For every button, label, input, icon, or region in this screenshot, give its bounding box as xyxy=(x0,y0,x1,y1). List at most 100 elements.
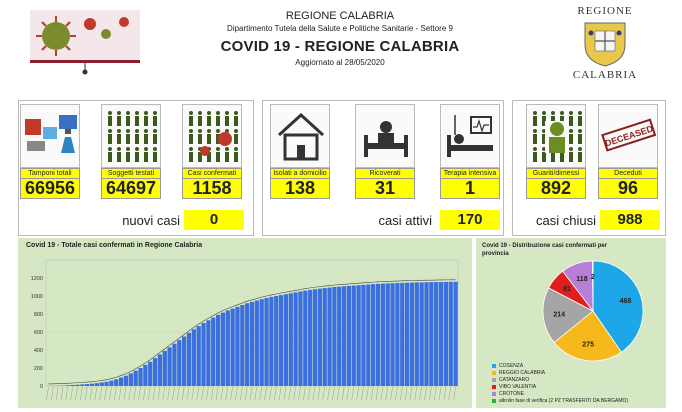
pie-slice-label: 81 xyxy=(563,286,571,293)
y-tick-label: 800 xyxy=(34,312,43,318)
x-tick xyxy=(80,386,83,401)
x-tick xyxy=(351,386,354,401)
bar xyxy=(356,285,361,386)
bar xyxy=(312,289,318,386)
x-tick xyxy=(404,386,408,401)
x-tick xyxy=(385,386,388,401)
card-label: Deceduti xyxy=(598,168,658,179)
x-tick xyxy=(443,386,447,401)
legend-entry: CROTONE xyxy=(492,391,628,398)
bar xyxy=(453,281,458,386)
bar xyxy=(182,336,187,386)
x-tick xyxy=(429,386,432,401)
legend-entry: VIBO VALENTIA xyxy=(492,384,628,391)
active-cases-value: 170 xyxy=(440,210,500,230)
x-tick xyxy=(307,386,311,401)
house-icon xyxy=(277,112,325,161)
bar xyxy=(89,383,95,386)
crest-top-text: REGIONE xyxy=(577,5,633,17)
x-tick xyxy=(70,386,73,401)
bar xyxy=(424,282,429,386)
bar xyxy=(288,293,293,386)
y-tick-label: 400 xyxy=(34,348,43,354)
pie-legend: COSENZA REGGIO CALABRIA CATANZARO VIBO VALE… xyxy=(492,363,628,405)
bar xyxy=(119,377,124,386)
bar xyxy=(419,282,424,386)
bar xyxy=(303,290,308,386)
pie-chart-panel: Covid 19 - Distribuzione casi confermati… xyxy=(476,238,666,408)
bar xyxy=(186,332,192,386)
virus-illustration-icon xyxy=(30,10,140,75)
x-tick xyxy=(375,386,379,401)
bar xyxy=(133,370,138,386)
card-value: 1158 xyxy=(182,179,242,199)
x-tick xyxy=(60,386,64,401)
x-tick xyxy=(259,386,262,401)
x-tick xyxy=(104,386,107,401)
closed-cases-label: casi chiusi xyxy=(536,213,596,228)
bar xyxy=(341,286,347,386)
x-tick xyxy=(172,386,175,401)
bar xyxy=(322,288,327,386)
x-tick xyxy=(99,386,102,401)
y-tick-label: 0 xyxy=(40,384,43,390)
bar xyxy=(220,312,226,386)
x-tick xyxy=(419,386,422,401)
update-date: Aggiornato al 28/05/2020 xyxy=(295,58,385,67)
bar xyxy=(148,361,153,386)
x-tick xyxy=(448,386,451,401)
card-value: 31 xyxy=(355,179,415,199)
hospital-bed-icon xyxy=(364,121,408,157)
new-cases-value: 0 xyxy=(184,210,244,230)
x-tick xyxy=(46,386,49,401)
bar xyxy=(395,283,400,386)
crest-shield-icon xyxy=(584,22,626,67)
x-tick xyxy=(177,386,180,401)
card-confermati: Casi confermati 1158 xyxy=(182,104,242,199)
bar xyxy=(375,283,381,386)
bar xyxy=(298,291,303,386)
card-value: 892 xyxy=(526,179,586,199)
legend-label: CATANZARO xyxy=(499,377,530,383)
region-name: REGIONE CALABRIA xyxy=(285,10,395,22)
bar xyxy=(201,323,206,386)
card-value: 66956 xyxy=(20,179,80,199)
x-tick xyxy=(390,386,393,401)
infected-people-icon xyxy=(189,111,238,162)
x-tick xyxy=(341,386,345,401)
bar xyxy=(317,288,322,386)
bar xyxy=(308,289,313,386)
x-tick xyxy=(346,386,350,401)
pie-slice-label: 468 xyxy=(620,298,632,305)
recovered-people-icon xyxy=(533,111,582,162)
bar xyxy=(206,320,211,386)
x-tick xyxy=(414,386,417,401)
bar xyxy=(215,314,221,386)
x-tick xyxy=(283,386,287,401)
bar-chart: 0 200 400 600 800 1000 1200 xyxy=(31,259,459,401)
x-tick xyxy=(254,386,258,401)
x-tick xyxy=(293,386,296,401)
bar xyxy=(109,380,114,386)
data-label-trail xyxy=(48,279,456,385)
card-guariti: Guariti/dimessi 892 xyxy=(526,104,586,199)
bar xyxy=(283,294,289,386)
bar xyxy=(404,282,410,386)
x-tick xyxy=(240,386,243,401)
bar-chart-panel: Covid 19 - Totale casi confermati in Reg… xyxy=(18,238,472,408)
bar xyxy=(162,350,167,386)
x-tick xyxy=(167,386,170,401)
bar xyxy=(94,383,100,386)
bar xyxy=(264,297,269,386)
bar xyxy=(167,347,172,386)
card-value: 64697 xyxy=(101,179,161,199)
bar xyxy=(400,282,405,386)
card-label: Soggetti testati xyxy=(101,168,161,179)
legend-swatch xyxy=(492,377,496,382)
x-tick xyxy=(298,386,301,401)
x-tick xyxy=(94,386,98,401)
x-tick xyxy=(225,386,228,401)
bar xyxy=(438,281,444,386)
x-tick xyxy=(201,386,204,401)
card-label: Guariti/dimessi xyxy=(526,168,586,179)
